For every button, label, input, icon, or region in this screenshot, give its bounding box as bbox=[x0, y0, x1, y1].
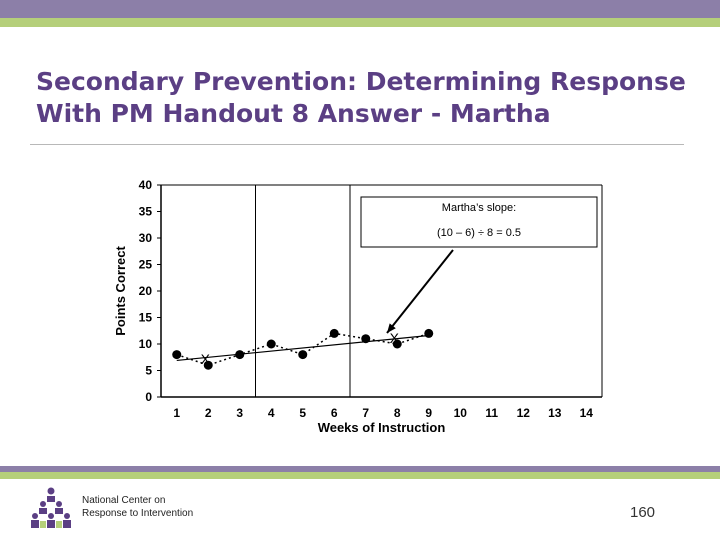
org-name-line1: National Center on bbox=[82, 495, 166, 506]
footer-purple-bar bbox=[0, 466, 720, 472]
data-point bbox=[329, 328, 339, 338]
data-point bbox=[235, 350, 245, 360]
x-tick-label: 10 bbox=[454, 406, 468, 420]
x-marker: X bbox=[201, 351, 211, 367]
slide-title-line2: With PM Handout 8 Answer - Martha bbox=[36, 99, 551, 128]
x-tick-label: 1 bbox=[173, 406, 180, 420]
x-tick-label: 7 bbox=[362, 406, 369, 420]
y-axis-label: Points Correct bbox=[113, 246, 128, 336]
y-tick-label: 5 bbox=[145, 364, 152, 378]
data-point bbox=[298, 350, 308, 360]
org-name: National Center on Response to Intervent… bbox=[82, 494, 193, 520]
x-tick-label: 3 bbox=[236, 406, 243, 420]
x-tick-label: 11 bbox=[485, 406, 498, 420]
x-marker: X bbox=[390, 330, 400, 346]
slide-title: Secondary Prevention: Determining Respon… bbox=[36, 66, 696, 130]
footer-green-bar bbox=[0, 472, 720, 479]
data-point bbox=[203, 360, 213, 370]
progress-chart: X X Martha’s slope: (10 – 6) ÷ 8 = 0.5 0 5 1… bbox=[113, 178, 603, 435]
data-point bbox=[424, 328, 434, 338]
y-tick-label: 0 bbox=[145, 390, 152, 404]
data-point bbox=[361, 334, 371, 344]
y-tick-label: 10 bbox=[139, 337, 153, 351]
top-purple-bar bbox=[0, 0, 720, 18]
y-tick-label: 20 bbox=[139, 284, 153, 298]
annotation-arrowhead bbox=[387, 323, 396, 333]
y-tick-label: 40 bbox=[139, 178, 153, 192]
annotation-line2: (10 – 6) ÷ 8 = 0.5 bbox=[437, 227, 521, 239]
x-tick-label: 4 bbox=[268, 406, 275, 420]
x-tick-label: 9 bbox=[425, 406, 432, 420]
x-tick-label: 12 bbox=[517, 406, 531, 420]
y-tick-label: 35 bbox=[139, 205, 153, 219]
annotation-box bbox=[360, 196, 598, 248]
x-tick-label: 8 bbox=[394, 406, 401, 420]
x-tick-label: 14 bbox=[580, 406, 594, 420]
annotation-line1: Martha’s slope: bbox=[442, 202, 516, 214]
x-tick-label: 2 bbox=[205, 406, 212, 420]
org-name-line2: Response to Intervention bbox=[82, 508, 194, 519]
y-tick-label: 15 bbox=[139, 311, 153, 325]
data-point bbox=[392, 339, 402, 349]
top-green-bar bbox=[0, 18, 720, 27]
trend-line bbox=[176, 334, 429, 362]
x-tick-label: 6 bbox=[331, 406, 338, 420]
data-point bbox=[266, 339, 276, 349]
title-divider bbox=[30, 144, 684, 145]
x-tick-label: 13 bbox=[548, 406, 562, 420]
annotation-arrow bbox=[386, 249, 454, 334]
x-tick-label: 5 bbox=[299, 406, 306, 420]
slide-title-line1: Secondary Prevention: Determining Respon… bbox=[36, 67, 686, 96]
y-tick-label: 30 bbox=[139, 231, 153, 245]
x-axis-label: Weeks of Instruction bbox=[318, 420, 446, 435]
ncrti-logo-icon bbox=[31, 487, 71, 528]
page-number: 160 bbox=[630, 504, 656, 521]
y-tick-label: 25 bbox=[139, 258, 153, 272]
data-point bbox=[172, 350, 182, 360]
